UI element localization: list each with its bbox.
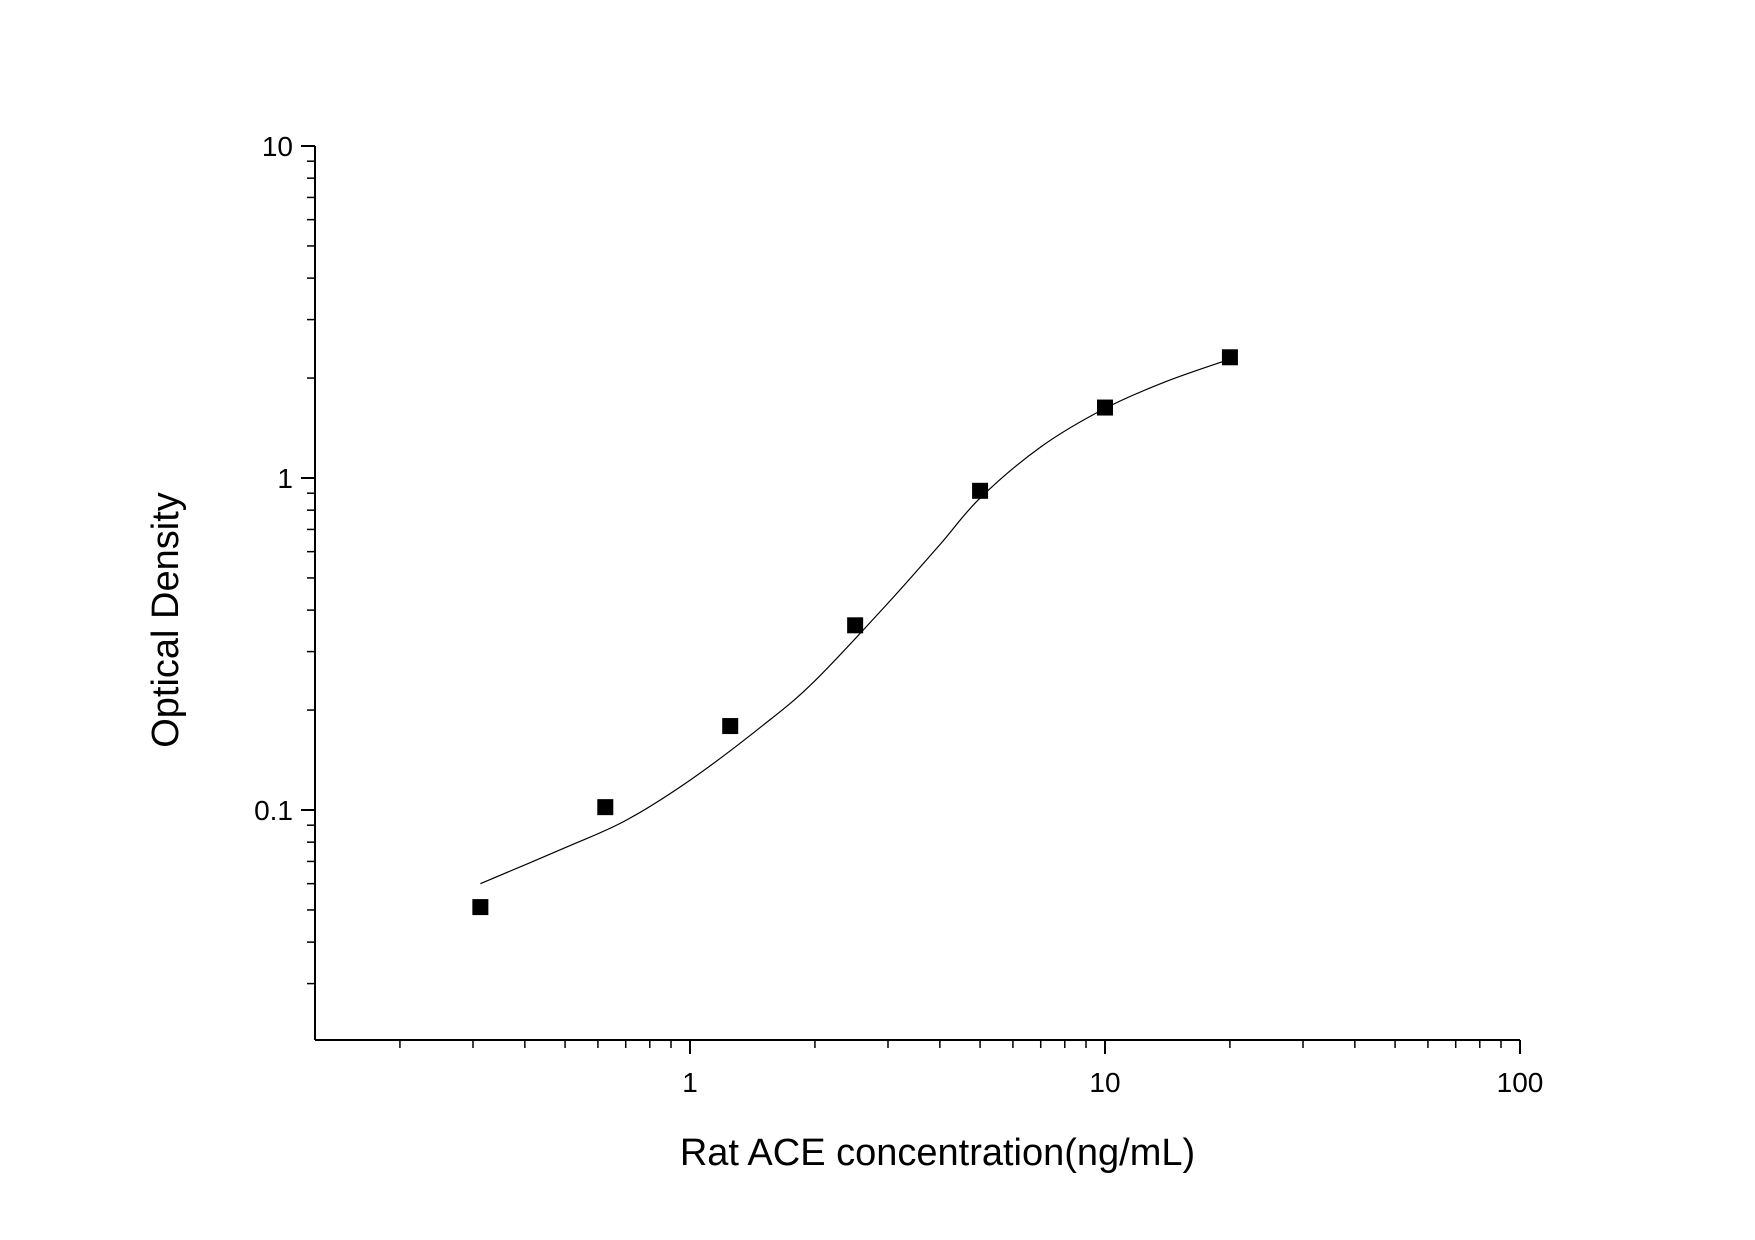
axis-ticks	[301, 145, 1521, 1054]
y-tick-label: 0.1	[254, 795, 293, 826]
y-tick-label: 1	[277, 463, 293, 494]
data-point	[472, 899, 489, 916]
data-point	[1221, 349, 1238, 366]
y-axis-title: Optical Density	[145, 492, 187, 748]
y-tick-label: 10	[262, 131, 293, 162]
data-point	[597, 799, 614, 816]
data-point	[847, 617, 864, 634]
data-point	[1097, 399, 1113, 416]
x-tick-label: 10	[1089, 1067, 1120, 1098]
data-point	[722, 718, 739, 735]
x-tick-label: 100	[1497, 1067, 1544, 1098]
x-tick-label: 1	[682, 1067, 698, 1098]
data-points	[472, 349, 1238, 916]
tick-labels: 0.1 1 10 1 10 100	[254, 131, 1543, 1098]
data-point	[972, 482, 989, 499]
x-axis-title: Rat ACE concentration(ng/mL)	[680, 1132, 1195, 1174]
